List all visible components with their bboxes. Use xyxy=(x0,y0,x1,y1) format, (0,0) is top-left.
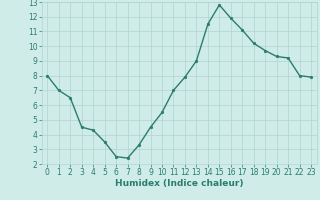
X-axis label: Humidex (Indice chaleur): Humidex (Indice chaleur) xyxy=(115,179,244,188)
